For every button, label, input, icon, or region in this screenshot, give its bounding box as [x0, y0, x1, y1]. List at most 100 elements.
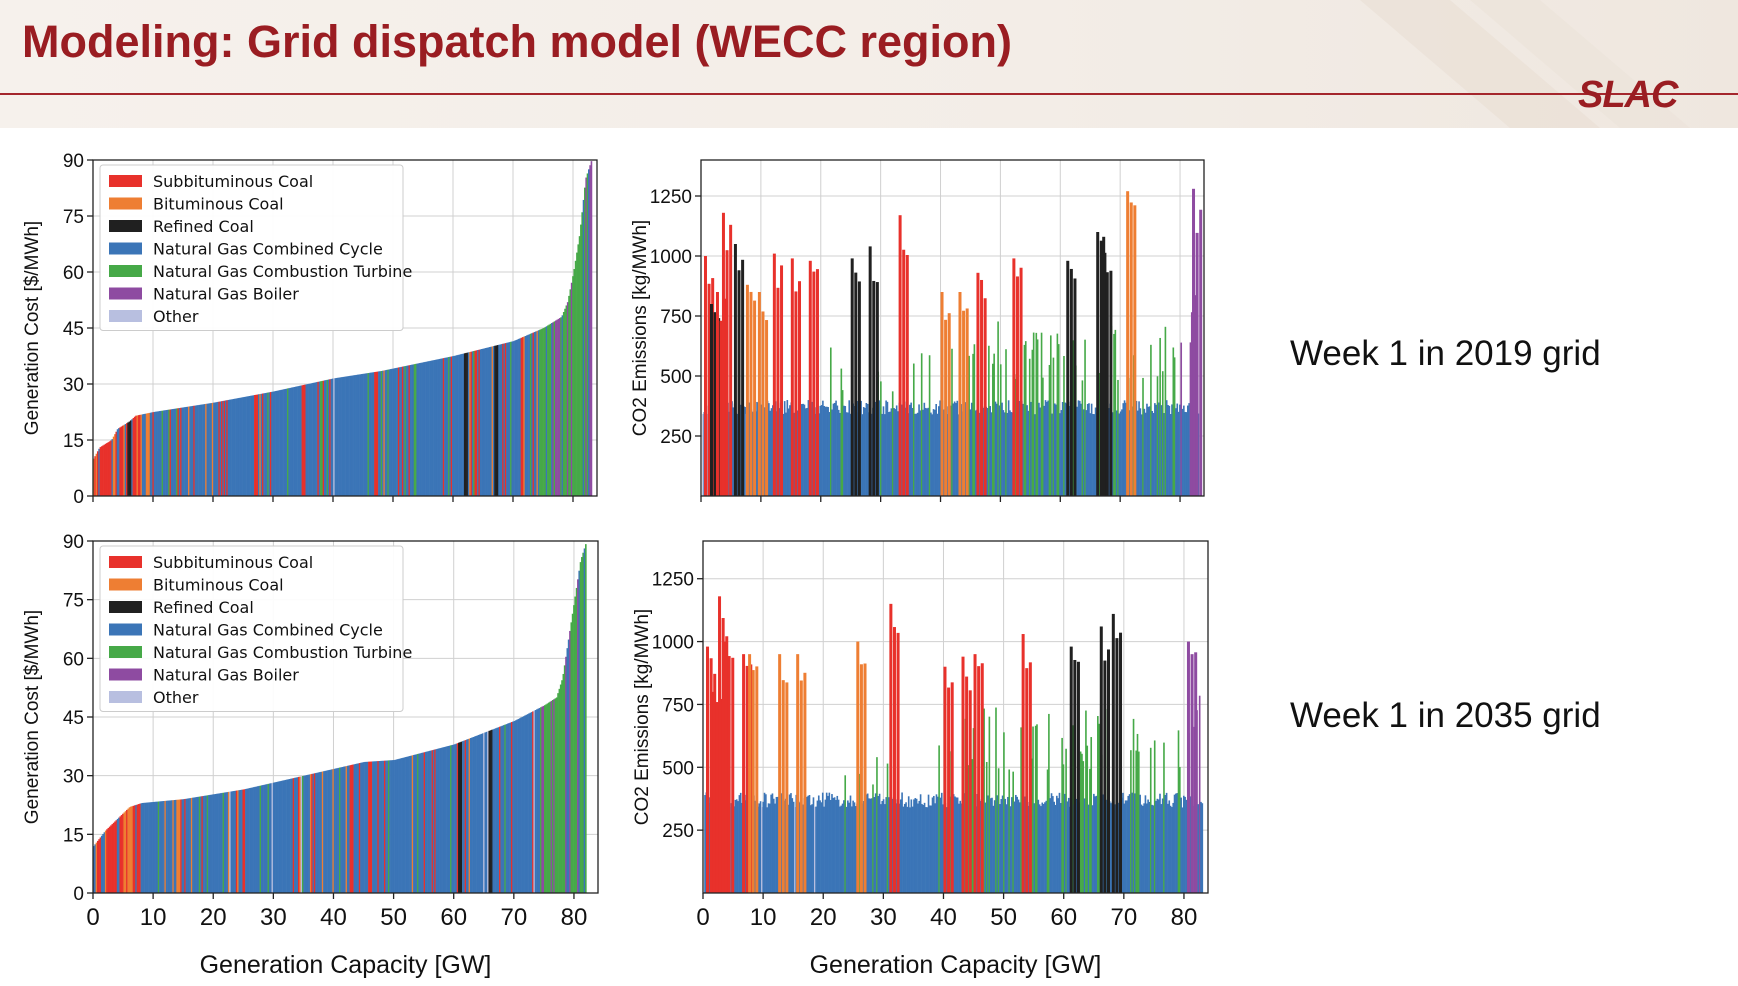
- bar: [986, 408, 989, 496]
- bar: [1037, 799, 1040, 893]
- bar: [136, 415, 139, 496]
- bar: [1057, 798, 1059, 893]
- bar: [181, 407, 184, 496]
- bar: [313, 773, 316, 893]
- bar: [385, 760, 387, 893]
- bar: [129, 420, 132, 496]
- bar: [870, 798, 873, 893]
- bar: [1179, 404, 1181, 496]
- bar: [1009, 410, 1011, 496]
- bar: [221, 792, 223, 893]
- bar: [573, 269, 576, 496]
- bar: [298, 385, 301, 496]
- bar: [1011, 797, 1013, 893]
- bar: [446, 357, 449, 496]
- bar: [471, 737, 473, 893]
- bar: [140, 803, 143, 893]
- bar: [833, 797, 836, 893]
- bar: [425, 361, 428, 496]
- title-divider: [0, 93, 1738, 95]
- bar: [397, 759, 399, 893]
- bar: [156, 801, 159, 893]
- bar: [108, 441, 111, 496]
- bar: [436, 359, 438, 496]
- bar: [281, 389, 284, 496]
- bar: [1125, 402, 1127, 496]
- y-axis-label: Generation Cost [$/MWh]: [22, 610, 43, 824]
- bar: [180, 799, 182, 893]
- bar: [518, 338, 520, 496]
- bar: [1012, 771, 1014, 893]
- bar: [434, 749, 436, 893]
- bar: [920, 353, 923, 496]
- bar: [794, 807, 796, 893]
- bar: [197, 796, 200, 893]
- bar: [1056, 333, 1059, 496]
- bar: [235, 398, 238, 496]
- bar-high-emission: [727, 656, 731, 893]
- bar: [94, 456, 96, 496]
- legend-entry: Subbituminous Coal: [153, 553, 313, 572]
- bar: [988, 345, 990, 496]
- bar: [402, 757, 405, 893]
- bar: [141, 414, 144, 496]
- bar: [902, 806, 905, 893]
- bar: [460, 741, 463, 893]
- bar: [1123, 803, 1126, 893]
- bar: [407, 756, 410, 893]
- bar-high-emission: [968, 690, 972, 893]
- bar: [1132, 718, 1135, 893]
- bar: [201, 404, 203, 496]
- bar: [759, 801, 762, 893]
- bar: [466, 352, 469, 496]
- bar: [335, 377, 338, 496]
- bar: [139, 414, 141, 496]
- bar-high-emission: [896, 632, 900, 893]
- bar: [878, 793, 881, 893]
- bar: [482, 348, 485, 496]
- bar: [540, 707, 542, 893]
- bar: [137, 804, 140, 893]
- bar: [499, 344, 502, 496]
- bar: [333, 378, 335, 496]
- bar: [833, 402, 836, 496]
- bar: [828, 412, 831, 496]
- bar: [590, 161, 593, 496]
- bar: [1097, 716, 1099, 893]
- bar: [321, 380, 323, 496]
- bar: [541, 328, 544, 496]
- bar: [880, 804, 882, 893]
- bar-high-emission: [856, 641, 860, 893]
- bar: [906, 806, 909, 893]
- bar: [1165, 792, 1168, 893]
- legend-swatch: [109, 601, 142, 613]
- bar: [1169, 805, 1172, 893]
- bar-high-emission: [1099, 626, 1103, 893]
- bar: [401, 758, 403, 893]
- bar: [819, 800, 821, 893]
- bar: [342, 766, 345, 893]
- bar: [1086, 745, 1089, 893]
- slac-logo: SLAC: [1578, 74, 1678, 116]
- legend-swatch: [109, 242, 142, 255]
- bar: [1063, 355, 1065, 496]
- co2-chart-2035: 250 500 750 1000 1250 0 10 20 30 40 50 60 70 80 CO2 Em…: [632, 540, 1209, 979]
- bar: [144, 413, 147, 496]
- bar: [363, 373, 366, 496]
- bar: [238, 397, 240, 496]
- bar-high-emission: [808, 260, 812, 496]
- bar: [815, 806, 817, 893]
- bar-high-emission: [781, 680, 785, 893]
- bar: [974, 410, 977, 496]
- bar: [807, 400, 810, 496]
- bar: [999, 804, 1001, 893]
- bar-high-emission: [812, 271, 816, 496]
- bar: [1053, 403, 1056, 496]
- bar: [526, 714, 529, 893]
- bar: [1135, 750, 1137, 893]
- bar: [1114, 329, 1117, 496]
- bar-high-emission: [715, 702, 719, 893]
- legend-entry: Other: [153, 688, 199, 707]
- bar: [927, 407, 930, 496]
- bar: [844, 406, 847, 496]
